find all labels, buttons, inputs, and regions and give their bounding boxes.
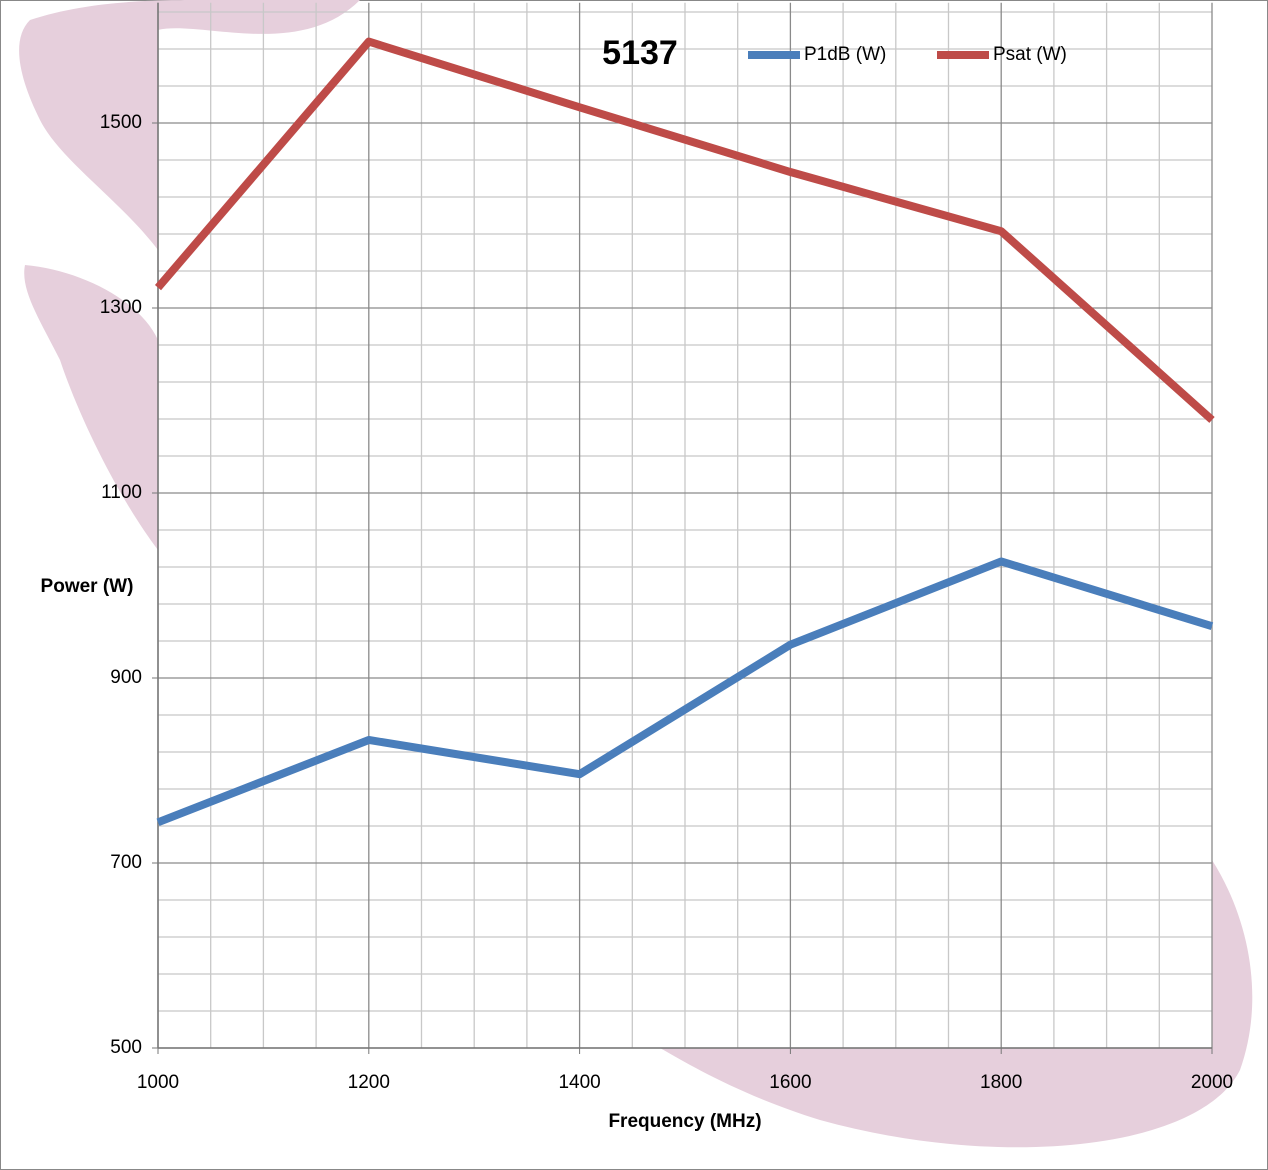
x-tick-label: 1800 [980, 1072, 1022, 1093]
x-tick-label: 1200 [348, 1072, 390, 1093]
legend-label: P1dB (W) [804, 44, 886, 65]
x-tick-label: 1000 [137, 1072, 179, 1093]
x-tick-label: 1600 [769, 1072, 811, 1093]
x-tick-label: 2000 [1191, 1072, 1233, 1093]
page: {"chart_data": {"type": "line", "title":… [0, 0, 1268, 1170]
chart: 5137 Power (W) Frequency (MHz) 500 700 900… [0, 0, 1268, 1170]
y-tick-label: 1500 [100, 112, 142, 133]
y-tick-label: 1300 [100, 297, 142, 318]
y-tick-label: 1100 [101, 482, 142, 503]
y-tick-label: 700 [110, 852, 142, 873]
y-axis-label: Power (W) [41, 576, 134, 597]
x-axis-label: Frequency (MHz) [608, 1111, 761, 1132]
x-tick-label: 1400 [558, 1072, 600, 1093]
chart-title: 5137 [602, 34, 678, 72]
legend-label: Psat (W) [993, 44, 1067, 65]
y-tick-label: 900 [110, 667, 142, 688]
y-tick-label: 500 [110, 1037, 142, 1058]
